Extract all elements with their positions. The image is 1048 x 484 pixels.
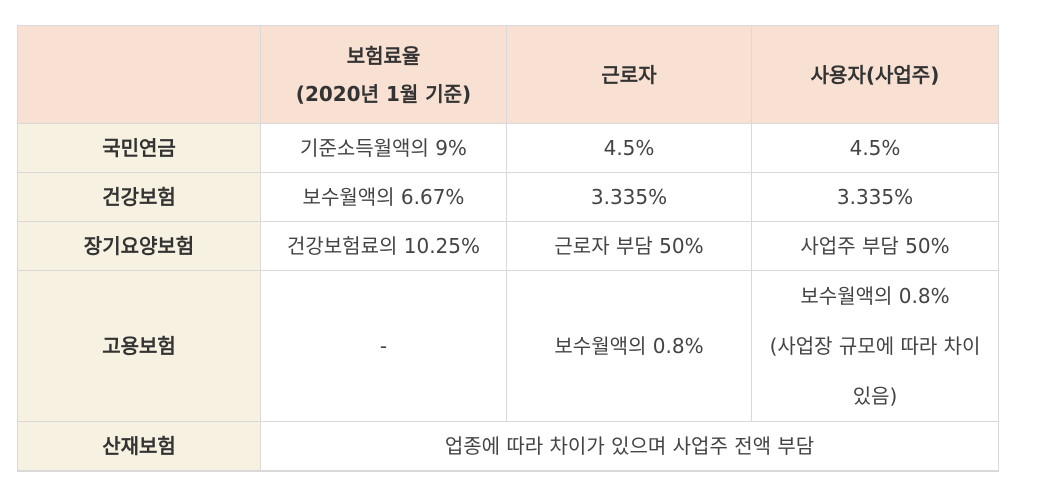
header-rate-title: 보험료율: [346, 43, 421, 68]
cell-employer: 사업주 부담 50%: [751, 221, 999, 271]
row-label-long-term-care: 장기요양보험: [17, 221, 261, 271]
cell-employer: 보수월액의 0.8% (사업장 규모에 따라 차이 있음): [751, 270, 999, 422]
table-row: 장기요양보험 건강보험료의 10.25% 근로자 부담 50% 사업주 부담 5…: [17, 221, 999, 271]
cell-employer-line: 있음): [852, 384, 898, 408]
insurance-rate-table: 보험료율 (2020년 1월 기준) 근로자 사용자(사업주) 국민연금 기준소…: [17, 25, 999, 472]
table-row: 국민연금 기준소득월액의 9% 4.5% 4.5%: [17, 123, 999, 173]
table-header-row: 보험료율 (2020년 1월 기준) 근로자 사용자(사업주): [17, 25, 999, 124]
cell-rate: 건강보험료의 10.25%: [260, 221, 507, 271]
table-row: 산재보험 업종에 따라 차이가 있으며 사업주 전액 부담: [17, 421, 999, 472]
header-rate: 보험료율 (2020년 1월 기준): [260, 25, 507, 124]
cell-worker: 근로자 부담 50%: [506, 221, 752, 271]
row-label-employment-insurance: 고용보험: [17, 270, 261, 422]
insurance-rate-table-container: 보험료율 (2020년 1월 기준) 근로자 사용자(사업주) 국민연금 기준소…: [17, 25, 999, 472]
row-label-industrial-accident: 산재보험: [17, 421, 261, 472]
cell-rate: -: [260, 270, 507, 422]
cell-worker: 4.5%: [506, 123, 752, 173]
table-row: 고용보험 - 보수월액의 0.8% 보수월액의 0.8% (사업장 규모에 따라…: [17, 270, 999, 422]
table-row: 건강보험 보수월액의 6.67% 3.335% 3.335%: [17, 172, 999, 222]
cell-employer-line: (사업장 규모에 따라 차이: [769, 334, 981, 358]
cell-worker: 3.335%: [506, 172, 752, 222]
cell-employer: 3.335%: [751, 172, 999, 222]
cell-merged-note: 업종에 따라 차이가 있으며 사업주 전액 부담: [260, 421, 999, 472]
header-rate-basis: (2020년 1월 기준): [295, 81, 472, 106]
cell-employer-line: 보수월액의 0.8%: [800, 284, 950, 308]
cell-rate: 보수월액의 6.67%: [260, 172, 507, 222]
cell-rate: 기준소득월액의 9%: [260, 123, 507, 173]
cell-worker: 보수월액의 0.8%: [506, 270, 752, 422]
header-employer: 사용자(사업주): [751, 25, 999, 124]
row-label-national-pension: 국민연금: [17, 123, 261, 173]
header-worker: 근로자: [506, 25, 752, 124]
row-label-health-insurance: 건강보험: [17, 172, 261, 222]
cell-employer: 4.5%: [751, 123, 999, 173]
header-empty-cell: [17, 25, 261, 124]
